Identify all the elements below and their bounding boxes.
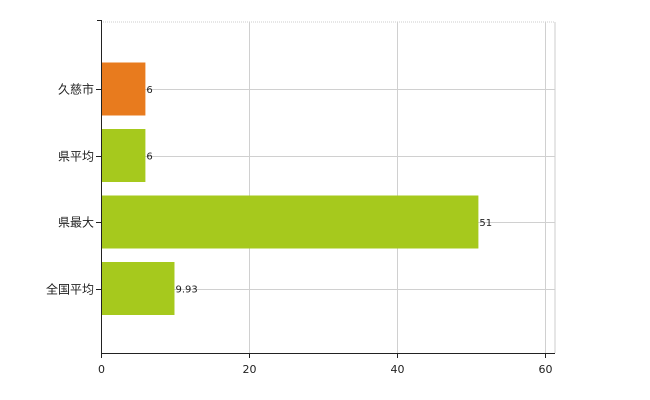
bar bbox=[101, 62, 146, 116]
data-label: 51 bbox=[479, 218, 492, 229]
bar bbox=[101, 262, 175, 315]
x-tick-label: 0 bbox=[98, 363, 105, 376]
category-label: 県平均 bbox=[58, 150, 94, 164]
bar bbox=[101, 195, 479, 249]
x-tick-label: 20 bbox=[243, 363, 257, 376]
data-label: 9.93 bbox=[175, 285, 197, 296]
data-label: 6 bbox=[146, 85, 152, 96]
category-label: 全国平均 bbox=[46, 282, 94, 297]
category-label: 久慈市 bbox=[58, 82, 94, 97]
data-label: 6 bbox=[146, 152, 152, 163]
x-tick-label: 60 bbox=[539, 363, 553, 376]
bars bbox=[101, 62, 479, 315]
grid bbox=[101, 21, 556, 353]
x-tick-label: 40 bbox=[391, 363, 405, 376]
axes bbox=[96, 20, 555, 358]
category-label: 県最大 bbox=[58, 216, 94, 230]
bar bbox=[101, 129, 146, 182]
